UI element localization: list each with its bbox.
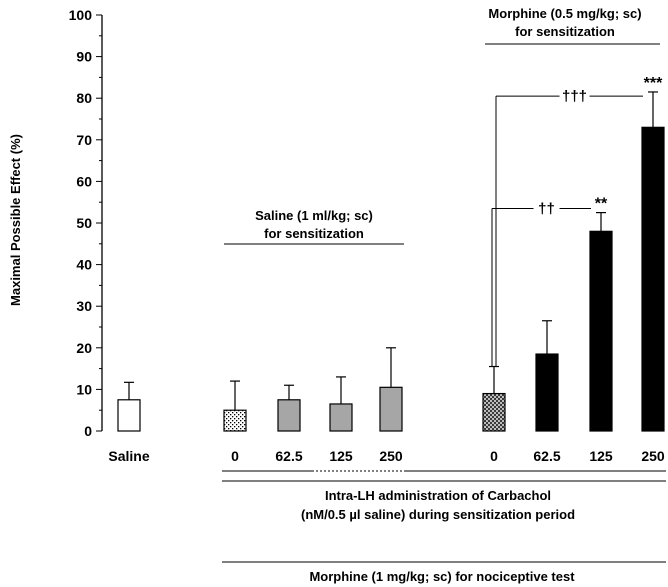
group-label-morphine-line1: Morphine (0.5 mg/kg; sc) bbox=[488, 6, 641, 21]
x-tick-label: Saline bbox=[108, 448, 149, 464]
x-tick-label: 125 bbox=[329, 448, 353, 464]
group-label-saline-line2: for sensitization bbox=[264, 226, 364, 241]
y-tick-label: 10 bbox=[76, 381, 92, 397]
group-label-saline-line1: Saline (1 ml/kg; sc) bbox=[255, 208, 373, 223]
comparison-label: †† bbox=[538, 200, 555, 217]
bar bbox=[535, 353, 559, 432]
significance-label: *** bbox=[644, 75, 663, 92]
y-tick-label: 60 bbox=[76, 173, 92, 189]
y-tick-label: 30 bbox=[76, 298, 92, 314]
footer-caption-line2: (nM/0.5 µl saline) during sensitization … bbox=[301, 507, 575, 522]
y-tick-label: 70 bbox=[76, 132, 92, 148]
y-axis-label: Maximal Possible Effect (%) bbox=[8, 134, 23, 306]
group-label-morphine-line2: for sensitization bbox=[515, 24, 615, 39]
x-tick-label: 62.5 bbox=[533, 448, 560, 464]
y-tick-label: 80 bbox=[76, 90, 92, 106]
y-tick-label: 40 bbox=[76, 257, 92, 273]
x-tick-label: 250 bbox=[641, 448, 665, 464]
x-tick-label: 125 bbox=[589, 448, 613, 464]
footer-caption-line1: Intra-LH administration of Carbachol bbox=[325, 488, 551, 503]
significance-label: ** bbox=[595, 196, 608, 213]
comparison-label: ††† bbox=[562, 88, 587, 105]
y-tick-label: 100 bbox=[69, 7, 93, 23]
bar bbox=[223, 409, 247, 432]
bar bbox=[117, 399, 141, 432]
x-tick-label: 250 bbox=[379, 448, 403, 464]
bar bbox=[641, 126, 665, 432]
y-tick-label: 20 bbox=[76, 340, 92, 356]
bar bbox=[589, 230, 613, 432]
y-tick-label: 90 bbox=[76, 49, 92, 65]
x-tick-label: 0 bbox=[231, 448, 239, 464]
y-tick-label: 0 bbox=[84, 423, 92, 439]
y-tick-label: 50 bbox=[76, 215, 92, 231]
x-tick-label: 0 bbox=[490, 448, 498, 464]
bar bbox=[379, 386, 403, 432]
x-tick-label: 62.5 bbox=[275, 448, 302, 464]
bar bbox=[277, 399, 301, 432]
bar bbox=[482, 392, 506, 432]
bar bbox=[329, 403, 353, 432]
footer-caption-bottom: Morphine (1 mg/kg; sc) for nociceptive t… bbox=[309, 569, 575, 584]
